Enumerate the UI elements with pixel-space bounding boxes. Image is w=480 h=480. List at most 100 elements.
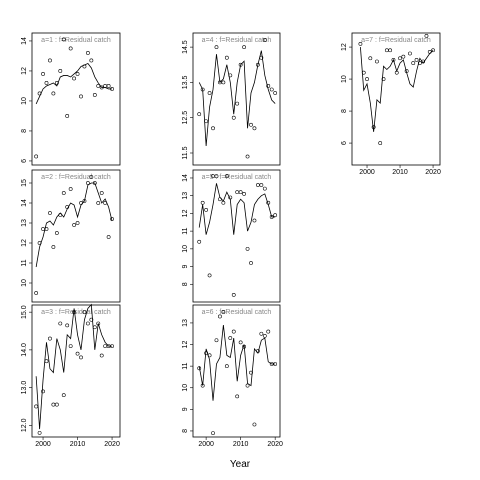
fitted-line xyxy=(198,50,276,146)
y-tick-label: 14.0 xyxy=(21,343,28,357)
data-point xyxy=(408,51,412,56)
data-point xyxy=(262,333,267,338)
panel-frame xyxy=(31,169,121,303)
data-point xyxy=(273,91,278,95)
data-point xyxy=(381,77,386,81)
y-tick-label: 8 xyxy=(341,109,348,113)
data-point xyxy=(262,38,267,42)
data-point xyxy=(75,221,80,225)
data-point xyxy=(51,402,56,407)
y-tick-label: 13.0 xyxy=(21,381,28,395)
strip-title: a=7 : f=Residual catch xyxy=(361,37,431,44)
data-point xyxy=(89,317,94,322)
data-point xyxy=(72,76,77,81)
y-tick-label: 11 xyxy=(21,259,28,266)
data-point xyxy=(37,430,42,435)
panel-frame xyxy=(351,32,441,166)
data-point xyxy=(197,112,202,117)
data-point xyxy=(79,355,83,360)
y-tick-label: 10 xyxy=(21,279,28,287)
data-point xyxy=(273,213,278,218)
y-tick-label: 12 xyxy=(341,43,348,51)
x-tick-label: 2020 xyxy=(267,441,283,448)
data-point xyxy=(391,57,396,62)
data-point xyxy=(58,321,63,326)
y-tick-label: 10 xyxy=(182,245,189,253)
y-tick-label: 11 xyxy=(182,362,189,369)
data-point xyxy=(221,80,226,85)
x-axis-label: Year xyxy=(230,459,251,470)
data-point xyxy=(44,81,49,85)
data-point xyxy=(51,245,56,249)
data-point xyxy=(411,61,416,65)
data-point xyxy=(358,41,363,46)
x-tick-label: 2000 xyxy=(198,441,214,448)
data-point xyxy=(48,58,52,63)
data-point xyxy=(68,344,73,349)
data-point xyxy=(207,273,212,278)
data-point xyxy=(224,55,229,60)
data-point xyxy=(238,190,243,195)
data-point xyxy=(235,101,240,106)
data-point xyxy=(41,227,45,231)
data-point xyxy=(89,175,94,179)
y-tick-label: 12.0 xyxy=(21,418,28,432)
data-point xyxy=(197,239,202,244)
data-point xyxy=(79,94,83,99)
data-point xyxy=(214,174,219,179)
data-point xyxy=(214,338,219,343)
data-point xyxy=(86,51,90,55)
data-point xyxy=(51,91,56,96)
data-point xyxy=(256,183,260,187)
data-point xyxy=(365,77,369,81)
data-point xyxy=(68,46,73,51)
data-point xyxy=(259,331,264,336)
data-point xyxy=(34,154,39,159)
y-tick-label: 12 xyxy=(21,67,28,75)
data-point xyxy=(34,404,39,409)
data-point xyxy=(48,336,52,341)
data-point xyxy=(58,69,63,73)
data-point xyxy=(211,431,215,436)
data-point xyxy=(242,192,246,196)
data-point xyxy=(259,183,264,187)
y-tick-label: 14 xyxy=(21,37,28,45)
data-point xyxy=(207,91,212,95)
y-tick-label: 15.0 xyxy=(21,305,28,319)
x-tick-label: 2020 xyxy=(104,441,120,448)
data-point xyxy=(424,33,429,38)
fitted-line xyxy=(35,62,113,105)
data-point xyxy=(252,218,257,223)
y-tick-label: 10 xyxy=(341,75,348,83)
y-tick-label: 9 xyxy=(182,265,189,269)
y-tick-label: 11 xyxy=(182,227,189,234)
data-point xyxy=(65,323,70,328)
data-point xyxy=(228,336,233,340)
data-point xyxy=(92,325,97,330)
data-point xyxy=(388,48,393,53)
y-tick-label: 11.5 xyxy=(182,146,189,159)
fitted-line xyxy=(198,183,276,235)
y-tick-label: 12 xyxy=(182,341,189,349)
panel-frame xyxy=(192,304,281,438)
data-point xyxy=(252,126,257,131)
data-point xyxy=(245,246,250,251)
strip-title: a=3 : f=Residual catch xyxy=(41,309,111,316)
data-point xyxy=(249,122,253,127)
y-tick-label: 13 xyxy=(182,319,189,327)
data-point xyxy=(44,359,49,364)
x-tick-label: 2020 xyxy=(425,169,441,176)
data-point xyxy=(245,383,250,388)
y-tick-label: 8 xyxy=(182,282,189,286)
data-point xyxy=(238,340,243,345)
data-point xyxy=(106,235,111,239)
data-point xyxy=(65,114,70,118)
data-point xyxy=(204,207,209,212)
data-point xyxy=(103,344,108,349)
y-tick-label: 9 xyxy=(182,407,189,411)
panel-frame xyxy=(31,304,121,438)
data-point xyxy=(68,187,73,191)
data-point xyxy=(89,58,94,63)
data-point xyxy=(61,37,66,42)
